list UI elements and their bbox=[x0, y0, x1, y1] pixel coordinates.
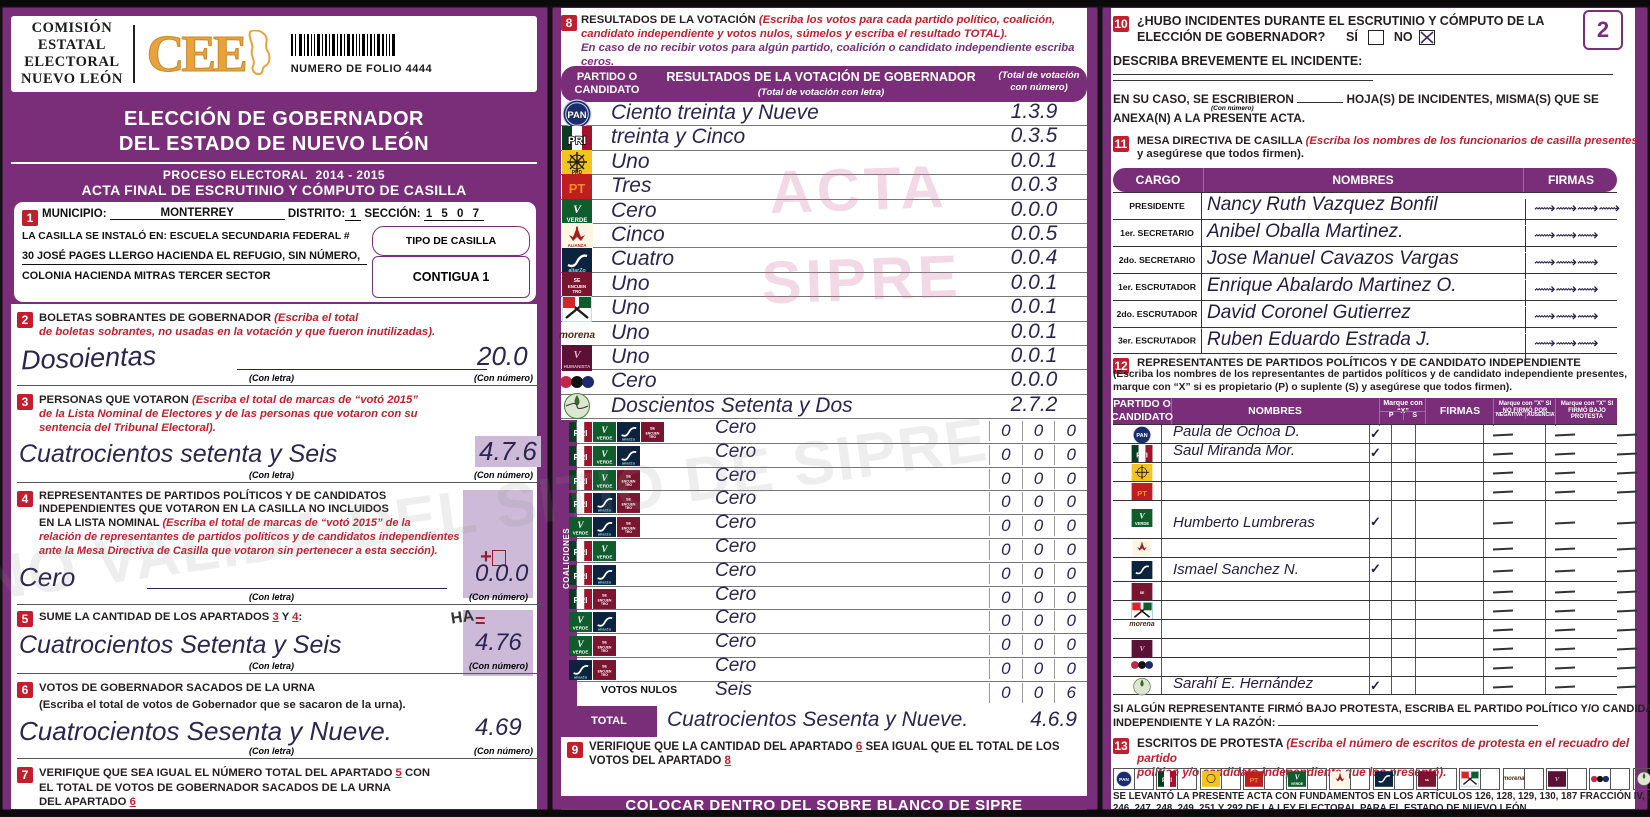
svg-text:SE: SE bbox=[1425, 778, 1429, 782]
svg-text:TRO: TRO bbox=[572, 289, 582, 294]
svg-text:V: V bbox=[601, 544, 608, 554]
svg-text:TRO: TRO bbox=[649, 435, 656, 439]
svg-text:VERDE: VERDE bbox=[597, 436, 613, 441]
svg-text:VERDE: VERDE bbox=[597, 483, 613, 488]
svg-text:aliarZo: aliarZo bbox=[598, 579, 612, 584]
svg-text:PRI: PRI bbox=[573, 547, 587, 557]
svg-text:aliarZo: aliarZo bbox=[598, 508, 612, 513]
svg-text:aliarZo: aliarZo bbox=[598, 532, 612, 537]
svg-text:PRI: PRI bbox=[573, 571, 587, 581]
svg-text:PT: PT bbox=[1250, 778, 1258, 785]
svg-text:VERDE: VERDE bbox=[1291, 782, 1304, 786]
svg-text:V: V bbox=[601, 472, 608, 482]
svg-text:TRO: TRO bbox=[625, 483, 632, 487]
svg-text:V: V bbox=[1555, 776, 1560, 783]
svg-text:PRI: PRI bbox=[1136, 452, 1148, 459]
svg-text:TRO: TRO bbox=[625, 507, 632, 511]
svg-text:V: V bbox=[601, 425, 608, 435]
svg-text:V: V bbox=[601, 449, 608, 459]
svg-text:aliarZo: aliarZo bbox=[574, 674, 588, 679]
svg-text:PRI: PRI bbox=[573, 475, 587, 485]
svg-text:PRI: PRI bbox=[573, 594, 587, 604]
svg-text:SE: SE bbox=[650, 427, 656, 431]
svg-text:PRI: PRI bbox=[573, 452, 587, 462]
svg-text:TRO: TRO bbox=[601, 649, 608, 653]
svg-text:PRI: PRI bbox=[573, 499, 587, 509]
svg-text:PT: PT bbox=[1137, 489, 1147, 498]
svg-text:SE: SE bbox=[626, 522, 632, 526]
svg-text:PAN: PAN bbox=[1119, 777, 1129, 783]
svg-text:V: V bbox=[573, 202, 582, 216]
svg-text:TRO: TRO bbox=[601, 602, 608, 606]
svg-text:aliarZo: aliarZo bbox=[622, 436, 636, 441]
svg-text:VERDE: VERDE bbox=[573, 531, 589, 536]
svg-text:SE: SE bbox=[626, 498, 632, 502]
svg-text:TRO: TRO bbox=[601, 673, 608, 677]
svg-text:PAN: PAN bbox=[567, 110, 586, 121]
svg-text:PRI: PRI bbox=[568, 135, 586, 147]
svg-text:VERDE: VERDE bbox=[573, 650, 589, 655]
svg-text:HUMANISTA: HUMANISTA bbox=[564, 364, 591, 369]
svg-text:V: V bbox=[577, 615, 584, 625]
svg-text:PT: PT bbox=[569, 181, 586, 196]
svg-text:SE: SE bbox=[602, 593, 608, 597]
svg-text:PRI: PRI bbox=[573, 428, 587, 438]
svg-text:VERDE: VERDE bbox=[1135, 521, 1150, 526]
svg-text:aliarZo: aliarZo bbox=[598, 627, 612, 632]
svg-text:SE: SE bbox=[602, 665, 608, 669]
svg-text:V: V bbox=[577, 520, 584, 530]
svg-text:VERDE: VERDE bbox=[597, 459, 613, 464]
svg-text:VERDE: VERDE bbox=[597, 555, 613, 560]
svg-text:SE: SE bbox=[1140, 591, 1145, 595]
svg-text:SE: SE bbox=[602, 641, 608, 645]
svg-text:SE: SE bbox=[626, 474, 632, 478]
svg-text:PRI: PRI bbox=[1162, 778, 1172, 784]
svg-text:morena: morena bbox=[559, 330, 596, 340]
svg-text:PAN: PAN bbox=[1136, 433, 1147, 439]
svg-text:V: V bbox=[577, 639, 584, 649]
svg-text:aliarZo: aliarZo bbox=[622, 460, 636, 465]
svg-text:TRO: TRO bbox=[625, 530, 632, 534]
svg-text:VERDE: VERDE bbox=[573, 626, 589, 631]
